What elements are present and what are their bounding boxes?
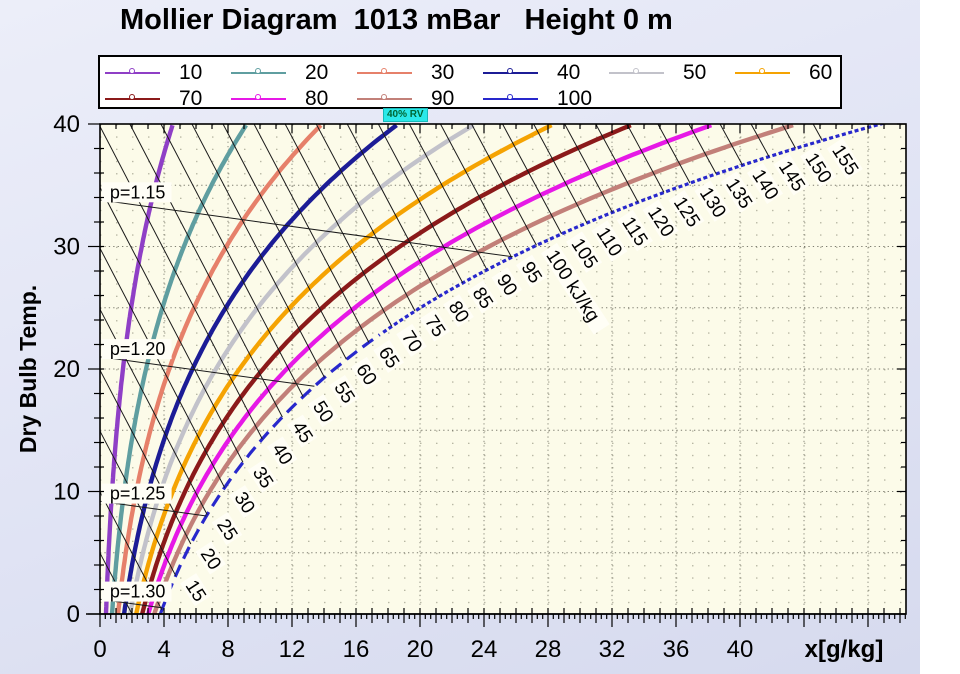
svg-text:0: 0 (67, 601, 80, 628)
legend-label: 90 (431, 87, 455, 110)
svg-text:20: 20 (53, 356, 80, 383)
enthalpy-and-density-lines (100, 124, 823, 614)
svg-text:p=1.30: p=1.30 (110, 582, 166, 602)
svg-text:36: 36 (663, 636, 690, 663)
legend-label: 50 (683, 61, 707, 84)
y-axis-title: Dry Bulb Temp. (15, 285, 41, 453)
legend-marker-icon (381, 94, 387, 100)
legend-marker-icon (255, 94, 261, 100)
legend-label: 30 (431, 61, 455, 84)
svg-text:12: 12 (279, 636, 306, 663)
legend-label: 100 (557, 87, 593, 110)
legend: 10 20 30 40 50 60 70 80 90 100 (98, 55, 842, 110)
svg-text:16: 16 (343, 636, 370, 663)
x-axis-title: x[g/kg] (805, 636, 884, 663)
svg-text:p=1.25: p=1.25 (110, 484, 166, 504)
svg-text:10: 10 (53, 479, 80, 506)
svg-text:8: 8 (221, 636, 234, 663)
legend-marker-icon (507, 94, 513, 100)
legend-marker-icon (255, 68, 261, 74)
svg-text:24: 24 (471, 636, 498, 663)
svg-text:40: 40 (53, 111, 80, 138)
legend-label: 80 (305, 87, 329, 110)
legend-marker-icon (759, 68, 765, 74)
svg-text:30: 30 (53, 234, 80, 261)
legend-label: 70 (179, 87, 203, 110)
legend-label: 40 (557, 61, 581, 84)
rh40-annotation-badge: 40% RV (383, 108, 428, 122)
legend-marker-icon (129, 94, 135, 100)
svg-text:p=1.15: p=1.15 (110, 182, 166, 202)
svg-text:20: 20 (407, 636, 434, 663)
legend-label: 20 (305, 61, 329, 84)
svg-text:32: 32 (599, 636, 626, 663)
legend-marker-icon (507, 68, 513, 74)
legend-marker-icon (129, 68, 135, 74)
axes-frame (86, 123, 907, 627)
legend-label: 60 (809, 61, 833, 84)
axis-tick-labels: 0 10 20 30 40 0 4 8 12 16 20 24 28 32 36 40 (53, 111, 753, 663)
legend-marker-icon (633, 68, 639, 74)
page-title: Mollier Diagram 1013 mBar Height 0 m (120, 4, 673, 36)
svg-text:0: 0 (93, 636, 106, 663)
density-labels: p=1.15 p=1.20 p=1.25 p=1.30 (101, 182, 172, 602)
svg-text:p=1.20: p=1.20 (110, 339, 166, 359)
plot-background (100, 123, 906, 614)
legend-label: 10 (179, 61, 203, 84)
legend-marker-icon (381, 68, 387, 74)
svg-text:28: 28 (535, 636, 562, 663)
svg-text:4: 4 (157, 636, 170, 663)
svg-text:40: 40 (727, 636, 754, 663)
